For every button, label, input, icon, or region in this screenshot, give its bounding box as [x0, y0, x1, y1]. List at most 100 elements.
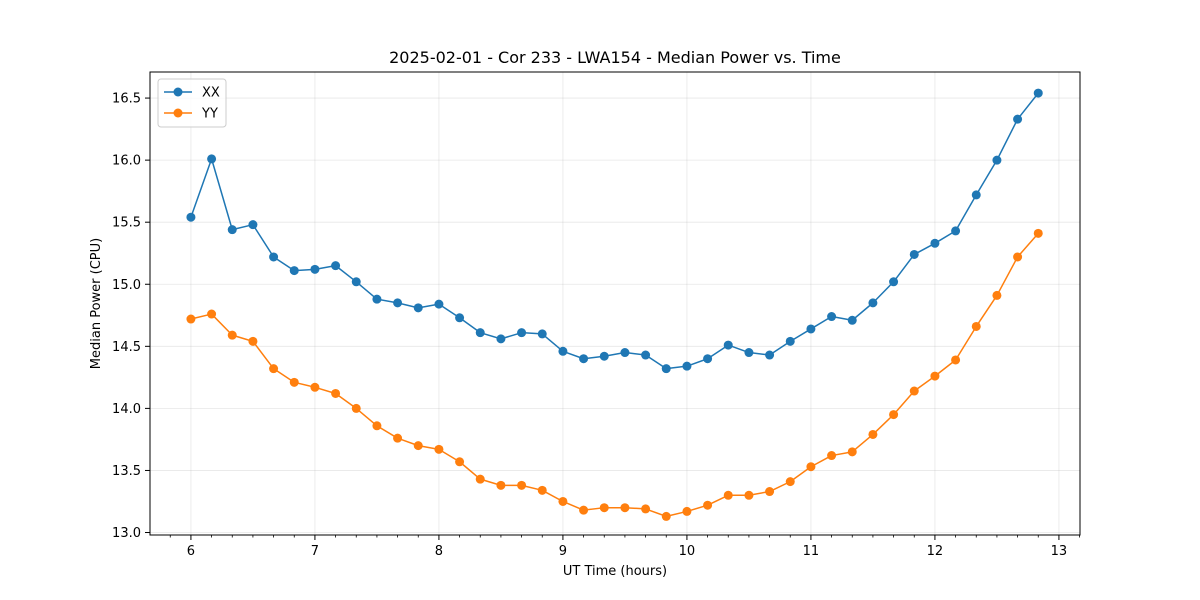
data-point-xx	[455, 313, 465, 323]
data-point-yy	[889, 410, 899, 420]
x-tick-label: 6	[187, 544, 195, 559]
legend-label: XX	[202, 86, 220, 101]
data-point-yy	[393, 433, 403, 443]
data-point-yy	[537, 485, 547, 495]
data-point-yy	[951, 355, 961, 365]
plot-frame	[149, 71, 1081, 536]
data-point-xx	[971, 190, 981, 200]
data-point-yy	[475, 474, 485, 484]
data-point-yy	[269, 364, 279, 374]
data-point-yy	[909, 386, 919, 396]
series-xx	[186, 88, 1043, 374]
data-point-yy	[682, 506, 692, 516]
data-point-xx	[372, 294, 382, 304]
x-axis: 6 7 8 9 10 11 12 13	[169, 535, 1080, 559]
data-point-xx	[785, 336, 795, 346]
data-point-yy	[806, 462, 816, 472]
data-point-xx	[889, 277, 899, 287]
data-point-yy	[496, 480, 506, 490]
data-point-yy	[744, 490, 754, 500]
x-tick-label: 13	[1051, 544, 1068, 559]
data-point-yy	[434, 444, 444, 454]
data-point-yy	[992, 290, 1002, 300]
data-point-xx	[951, 226, 961, 236]
x-tick-label: 11	[803, 544, 820, 559]
data-point-yy	[847, 447, 857, 457]
data-point-xx	[682, 361, 692, 371]
data-point-xx	[1013, 114, 1023, 124]
y-tick-label: 13.0	[112, 526, 141, 541]
data-point-xx	[868, 298, 878, 308]
y-tick-label: 15.5	[112, 216, 141, 231]
data-point-xx	[992, 155, 1002, 165]
x-tick-label: 9	[559, 544, 567, 559]
data-point-yy	[413, 441, 423, 451]
data-point-yy	[1013, 252, 1023, 262]
legend-label: YY	[201, 107, 218, 122]
x-tick-label: 10	[679, 544, 696, 559]
y-tick-label: 13.5	[112, 464, 141, 479]
data-point-yy	[620, 503, 630, 513]
x-tick-label: 8	[435, 544, 443, 559]
data-point-xx	[517, 328, 527, 338]
data-point-xx	[434, 299, 444, 309]
y-tick-label: 16.5	[112, 92, 141, 107]
data-point-yy	[641, 504, 651, 514]
data-point-yy	[248, 336, 258, 346]
data-point-yy	[310, 382, 320, 392]
data-point-yy	[227, 330, 237, 340]
data-point-xx	[496, 334, 506, 344]
data-point-xx	[641, 350, 651, 360]
data-point-xx	[930, 238, 940, 248]
x-tick-label: 12	[927, 544, 944, 559]
data-point-yy	[351, 403, 361, 413]
data-point-xx	[599, 351, 609, 361]
series-layer	[186, 88, 1043, 521]
data-point-yy	[558, 496, 568, 506]
data-point-yy	[785, 477, 795, 487]
data-point-xx	[248, 220, 258, 230]
legend-marker	[173, 108, 183, 118]
data-point-yy	[455, 457, 465, 467]
data-point-xx	[351, 277, 361, 287]
data-point-yy	[765, 487, 775, 497]
data-point-xx	[331, 261, 341, 271]
data-point-xx	[661, 364, 671, 374]
data-point-yy	[289, 377, 299, 387]
data-point-xx	[620, 348, 630, 358]
data-point-yy	[930, 371, 940, 381]
data-point-xx	[765, 350, 775, 360]
data-point-xx	[1033, 88, 1043, 98]
data-point-yy	[517, 480, 527, 490]
data-point-xx	[847, 315, 857, 325]
y-tick-label: 14.0	[112, 402, 141, 417]
data-point-yy	[1033, 228, 1043, 238]
data-point-yy	[723, 490, 733, 500]
data-point-xx	[744, 348, 754, 358]
data-point-yy	[186, 314, 196, 324]
x-tick-label: 7	[311, 544, 319, 559]
data-point-yy	[868, 429, 878, 439]
y-tick-label: 16.0	[112, 154, 141, 169]
data-point-xx	[186, 212, 196, 222]
series-yy	[186, 228, 1043, 521]
data-point-yy	[661, 511, 671, 521]
data-point-xx	[558, 346, 568, 356]
legend-marker	[173, 87, 183, 97]
data-point-yy	[331, 388, 341, 398]
data-point-yy	[372, 421, 382, 431]
data-point-xx	[475, 328, 485, 338]
data-point-yy	[207, 309, 217, 319]
data-point-yy	[703, 500, 713, 510]
data-point-xx	[806, 324, 816, 334]
chart-title: 2025-02-01 - Cor 233 - LWA154 - Median P…	[389, 48, 841, 67]
data-point-xx	[827, 312, 837, 322]
grid	[150, 72, 1080, 535]
data-point-xx	[413, 303, 423, 313]
data-point-xx	[909, 249, 919, 259]
data-point-xx	[227, 225, 237, 235]
legend: XX YY	[157, 78, 227, 128]
data-point-xx	[393, 298, 403, 308]
data-point-xx	[703, 354, 713, 364]
